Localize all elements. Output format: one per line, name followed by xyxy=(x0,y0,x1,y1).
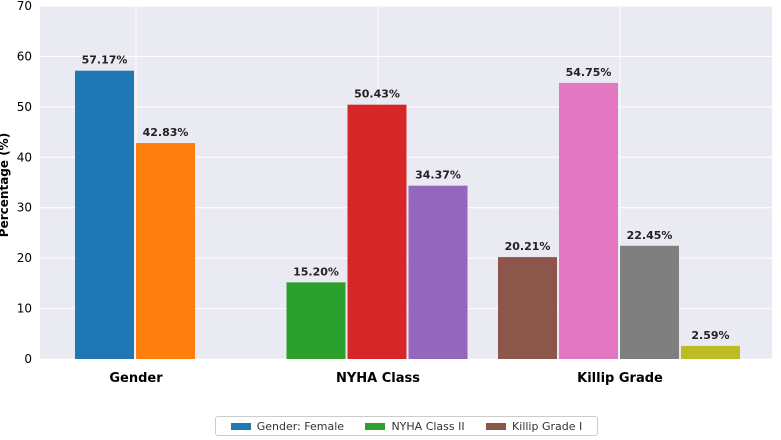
legend-label: Killip Grade I xyxy=(512,419,583,433)
bar-value-label: 50.43% xyxy=(354,88,400,101)
y-tick-label: 0 xyxy=(24,352,32,366)
x-tick-label: Killip Grade xyxy=(577,371,663,386)
bar xyxy=(286,282,346,359)
legend-swatch xyxy=(365,422,386,430)
y-tick-label: 60 xyxy=(17,49,32,63)
y-tick-label: 20 xyxy=(17,251,32,265)
bar-value-label: 15.20% xyxy=(293,265,339,278)
bar-value-label: 34.37% xyxy=(415,169,461,182)
bar xyxy=(408,185,468,359)
bar-value-label: 54.75% xyxy=(566,66,612,79)
legend-label: NYHA Class II xyxy=(391,419,465,433)
legend-swatch xyxy=(230,422,251,430)
bar xyxy=(347,104,407,359)
y-tick-label: 40 xyxy=(17,150,32,164)
x-tick-label: NYHA Class xyxy=(336,371,420,386)
data-labels: 57.17% 42.83% 15.20% 50.43% 34.37% 20.21% 54.7… xyxy=(82,54,730,342)
bar-value-label: 42.83% xyxy=(143,126,189,139)
bar-value-label: 57.17% xyxy=(82,54,128,67)
legend-item: Gender: Female xyxy=(230,419,345,433)
legend: Gender: Female NYHA Class II Killip Grade … xyxy=(215,416,598,436)
y-tick-label: 50 xyxy=(17,100,32,114)
bar xyxy=(559,82,618,360)
bar-value-label: 20.21% xyxy=(505,240,551,253)
x-axis: Gender NYHA Class Killip Grade xyxy=(109,371,663,386)
bars xyxy=(75,70,740,360)
y-tick-label: 30 xyxy=(17,201,32,215)
bar xyxy=(136,143,195,359)
bar xyxy=(620,245,679,359)
bar xyxy=(681,345,740,359)
y-tick-label: 70 xyxy=(17,0,32,13)
bar xyxy=(75,70,134,359)
legend-item: NYHA Class II xyxy=(365,419,465,433)
bar-value-label: 22.45% xyxy=(627,229,673,242)
legend-item: Killip Grade I xyxy=(486,420,582,433)
y-tick-label: 10 xyxy=(17,302,32,316)
legend-label: Gender: Female xyxy=(256,419,345,433)
y-axis: 0 10 20 30 40 50 60 70 xyxy=(17,0,32,366)
bar-value-label: 2.59% xyxy=(691,329,729,342)
x-tick-label: Gender xyxy=(109,371,163,386)
bar xyxy=(498,257,557,359)
y-axis-label: Percentage (%) xyxy=(0,133,11,237)
legend-swatch xyxy=(486,422,507,430)
